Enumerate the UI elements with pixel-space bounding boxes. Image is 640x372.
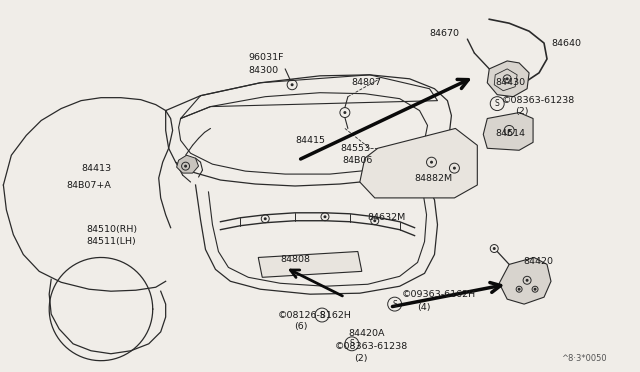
Circle shape <box>518 288 520 291</box>
Text: 96031F: 96031F <box>248 54 284 62</box>
Text: 84511(LH): 84511(LH) <box>86 237 136 246</box>
Text: 84415: 84415 <box>295 136 325 145</box>
Circle shape <box>323 215 326 218</box>
Text: ©08126-8162H: ©08126-8162H <box>278 311 352 320</box>
Text: 84614: 84614 <box>495 129 525 138</box>
Text: 84420A: 84420A <box>348 329 385 339</box>
Text: (2): (2) <box>354 354 367 363</box>
Text: 84632M: 84632M <box>368 213 406 222</box>
Polygon shape <box>177 155 198 173</box>
Text: 84413: 84413 <box>81 164 111 173</box>
Circle shape <box>291 83 294 86</box>
Polygon shape <box>499 257 551 304</box>
Text: 84882M: 84882M <box>415 174 452 183</box>
Circle shape <box>506 77 509 80</box>
Polygon shape <box>360 128 477 198</box>
Text: (2): (2) <box>515 107 529 116</box>
Circle shape <box>184 165 187 168</box>
Text: 84808: 84808 <box>280 255 310 264</box>
Polygon shape <box>487 61 529 97</box>
Text: ©08363-61238: ©08363-61238 <box>502 96 575 105</box>
Text: S: S <box>349 339 354 348</box>
Text: ©08363-61238: ©08363-61238 <box>335 342 408 351</box>
Text: S: S <box>392 299 397 309</box>
Circle shape <box>453 167 456 170</box>
Text: ^8·3*0050: ^8·3*0050 <box>561 354 607 363</box>
Circle shape <box>525 279 529 282</box>
Circle shape <box>430 161 433 164</box>
Text: S: S <box>495 99 500 108</box>
Text: (6): (6) <box>294 323 308 331</box>
Text: (4): (4) <box>417 302 431 312</box>
Text: 84420: 84420 <box>523 257 553 266</box>
Text: 84430: 84430 <box>495 78 525 87</box>
Text: 84640: 84640 <box>551 39 581 48</box>
Circle shape <box>493 247 496 250</box>
Circle shape <box>264 217 267 220</box>
Circle shape <box>534 288 536 291</box>
Text: S: S <box>319 311 324 320</box>
Text: 84B06: 84B06 <box>342 156 372 165</box>
Text: 84670: 84670 <box>429 29 460 38</box>
Text: 84510(RH): 84510(RH) <box>86 225 137 234</box>
Circle shape <box>344 111 346 114</box>
Text: 84807: 84807 <box>352 78 382 87</box>
Circle shape <box>508 129 511 132</box>
Circle shape <box>373 219 376 222</box>
Text: 84300: 84300 <box>248 66 278 76</box>
Polygon shape <box>259 251 362 277</box>
Polygon shape <box>483 113 533 150</box>
Text: 84553: 84553 <box>340 144 370 153</box>
Text: 84B07+A: 84B07+A <box>66 180 111 189</box>
Text: ©09363-6162H: ©09363-6162H <box>402 290 476 299</box>
